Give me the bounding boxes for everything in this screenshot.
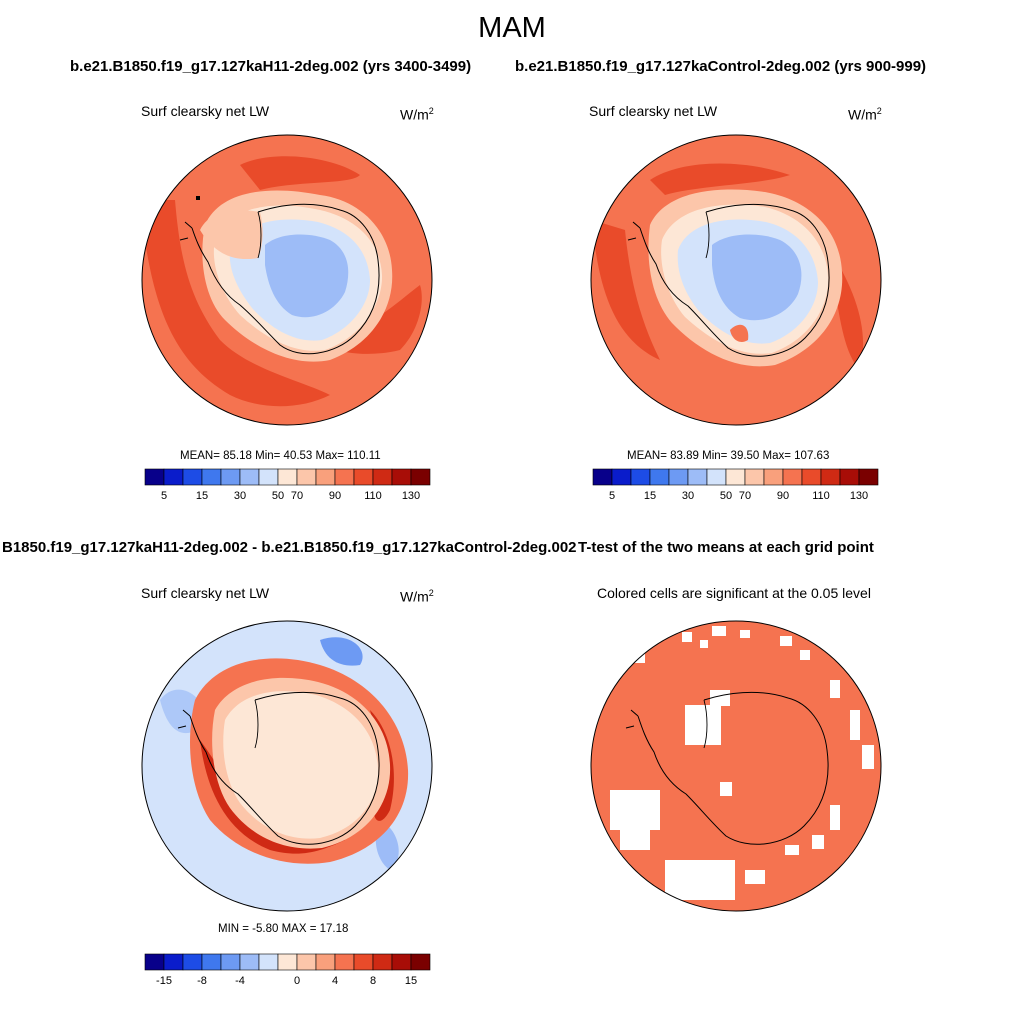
colorbar-swatch xyxy=(258,953,279,971)
subtitle-bottom-right: Colored cells are significant at the 0.0… xyxy=(597,585,871,601)
colorbar-tick-label: 8 xyxy=(369,975,377,987)
colorbar-swatch xyxy=(630,468,651,486)
colorbar-swatch xyxy=(201,953,222,971)
colorbar-tick-label: 110 xyxy=(812,490,830,502)
colorbar-swatch xyxy=(220,468,241,486)
units-label-bottom-left: W/m2 xyxy=(400,588,434,605)
colorbar-swatch xyxy=(372,953,393,971)
case-title-ttest: T-test of the two means at each grid poi… xyxy=(578,539,874,556)
stats-top-right: MEAN= 83.89 Min= 39.50 Max= 107.63 xyxy=(627,450,830,462)
colorbar-tick-label: 5 xyxy=(160,490,168,502)
colorbar-swatch xyxy=(706,468,727,486)
colorbar-tick-label: 0 xyxy=(293,975,301,987)
stats-top-left: MEAN= 85.18 Min= 40.53 Max= 110.11 xyxy=(180,450,381,462)
colorbar-tick-label: 90 xyxy=(328,490,342,502)
colorbar-swatch xyxy=(410,468,431,486)
colorbar-tick-label: 15 xyxy=(404,975,418,987)
figure-title: MAM xyxy=(478,12,546,44)
colorbar-swatch xyxy=(315,468,336,486)
colorbar-tick-label: 50 xyxy=(719,490,733,502)
colorbar-swatch xyxy=(391,468,412,486)
variable-label-bottom-left: Surf clearsky net LW xyxy=(141,585,270,601)
case-title-left: b.e21.B1850.f19_g17.127kaH11-2deg.002 (y… xyxy=(70,58,472,75)
colorbar-tick-label: 70 xyxy=(738,490,752,502)
colorbar-tick-label: 130 xyxy=(401,490,421,502)
colorbar-swatch xyxy=(296,468,317,486)
colorbar-swatch xyxy=(801,468,822,486)
map-bottom-right xyxy=(590,620,882,912)
colorbar-swatch xyxy=(163,953,184,971)
map-top-left xyxy=(141,134,433,426)
colorbar-swatch xyxy=(258,468,279,486)
colorbar-tick-label: 130 xyxy=(849,490,869,502)
map-top-right xyxy=(590,134,882,426)
colorbar-swatch xyxy=(668,468,689,486)
colorbar-swatch xyxy=(725,468,746,486)
colorbar-swatch xyxy=(592,468,613,486)
colorbar-swatch xyxy=(277,953,298,971)
colorbar-swatch xyxy=(372,468,393,486)
colorbar-swatch xyxy=(334,953,355,971)
colorbar-swatch xyxy=(858,468,879,486)
colorbar-tick-label: 70 xyxy=(290,490,304,502)
colorbar-swatch xyxy=(353,468,374,486)
colorbar-tick-label: 90 xyxy=(776,490,790,502)
colorbar-tick-label: 15 xyxy=(643,490,657,502)
colorbar-swatch xyxy=(220,953,241,971)
colorbar-swatch xyxy=(744,468,765,486)
colorbar-swatch xyxy=(763,468,784,486)
colorbar-swatch xyxy=(182,468,203,486)
colorbar-tick-label: -8 xyxy=(197,975,207,987)
colorbar-tick-label: 15 xyxy=(195,490,209,502)
units-label-top-left: W/m2 xyxy=(400,106,434,123)
colorbar-tick-label: -4 xyxy=(235,975,245,987)
variable-label-top-right: Surf clearsky net LW xyxy=(589,103,718,119)
colorbar-swatch xyxy=(144,468,165,486)
colorbar-swatch xyxy=(239,953,260,971)
colorbar-tick-label: 50 xyxy=(271,490,285,502)
colorbar-swatch xyxy=(239,468,260,486)
colorbar-swatch xyxy=(410,953,431,971)
colorbar-swatch xyxy=(687,468,708,486)
colorbar-top-left xyxy=(144,468,431,486)
case-title-right: b.e21.B1850.f19_g17.127kaControl-2deg.00… xyxy=(515,58,927,75)
colorbar-swatch xyxy=(201,468,222,486)
colorbar-tick-label: 5 xyxy=(608,490,616,502)
colorbar-swatch xyxy=(296,953,317,971)
case-title-diff: B1850.f19_g17.127kaH11-2deg.002 - b.e21.… xyxy=(2,539,577,556)
colorbar-tick-label: 30 xyxy=(681,490,695,502)
variable-label-top-left: Surf clearsky net LW xyxy=(141,103,270,119)
colorbar-tick-label: 110 xyxy=(364,490,382,502)
colorbar-swatch xyxy=(277,468,298,486)
colorbar-tick-label: 4 xyxy=(331,975,339,987)
units-label-top-right: W/m2 xyxy=(848,106,882,123)
colorbar-bottom-left xyxy=(144,953,431,971)
stats-bottom-left: MIN = -5.80 MAX = 17.18 xyxy=(218,923,349,935)
colorbar-top-right xyxy=(592,468,879,486)
colorbar-tick-label: 30 xyxy=(233,490,247,502)
colorbar-swatch xyxy=(782,468,803,486)
colorbar-swatch xyxy=(315,953,336,971)
colorbar-swatch xyxy=(649,468,670,486)
colorbar-tick-label: -15 xyxy=(156,975,172,987)
colorbar-swatch xyxy=(391,953,412,971)
colorbar-swatch xyxy=(163,468,184,486)
colorbar-swatch xyxy=(334,468,355,486)
colorbar-swatch xyxy=(182,953,203,971)
colorbar-swatch xyxy=(144,953,165,971)
colorbar-swatch xyxy=(611,468,632,486)
map-bottom-left xyxy=(141,620,433,912)
colorbar-swatch xyxy=(839,468,860,486)
colorbar-swatch xyxy=(820,468,841,486)
colorbar-swatch xyxy=(353,953,374,971)
